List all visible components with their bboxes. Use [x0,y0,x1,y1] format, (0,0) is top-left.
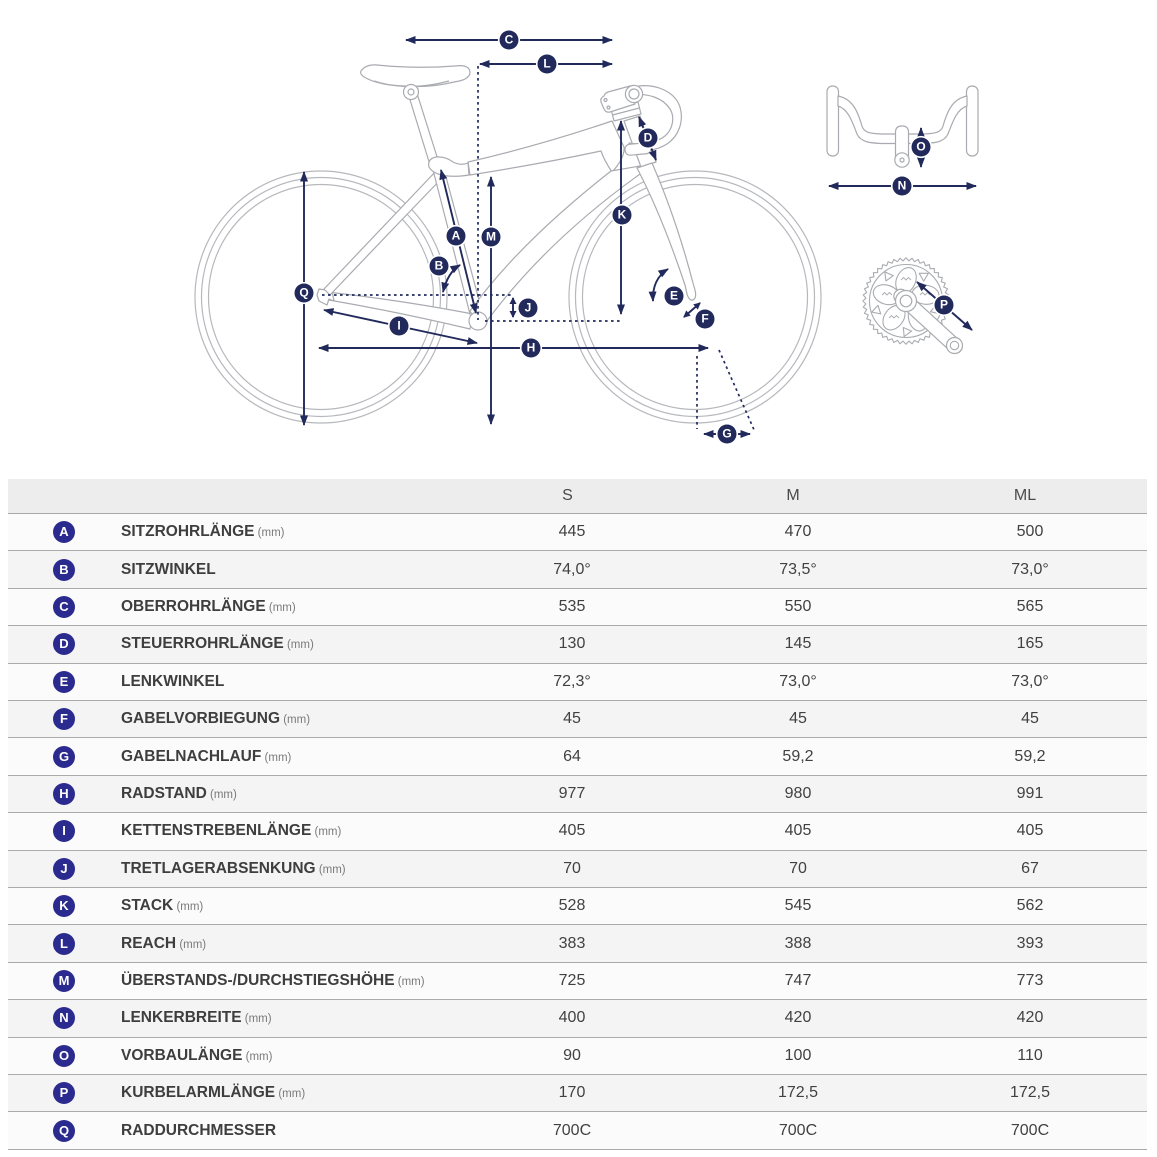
svg-text:P: P [940,298,948,312]
svg-text:C: C [505,33,514,47]
svg-text:K: K [618,208,627,222]
svg-text:O: O [916,140,925,154]
svg-text:A: A [452,229,461,243]
svg-text:J: J [525,301,532,315]
svg-text:Q: Q [299,286,308,300]
svg-text:G: G [722,427,731,441]
svg-text:N: N [898,179,907,193]
svg-text:D: D [644,131,653,145]
svg-text:E: E [670,289,678,303]
svg-text:F: F [701,312,708,326]
svg-text:B: B [435,259,444,273]
svg-text:M: M [486,230,496,244]
svg-text:L: L [543,57,550,71]
svg-text:H: H [527,341,536,355]
svg-text:I: I [397,319,400,333]
